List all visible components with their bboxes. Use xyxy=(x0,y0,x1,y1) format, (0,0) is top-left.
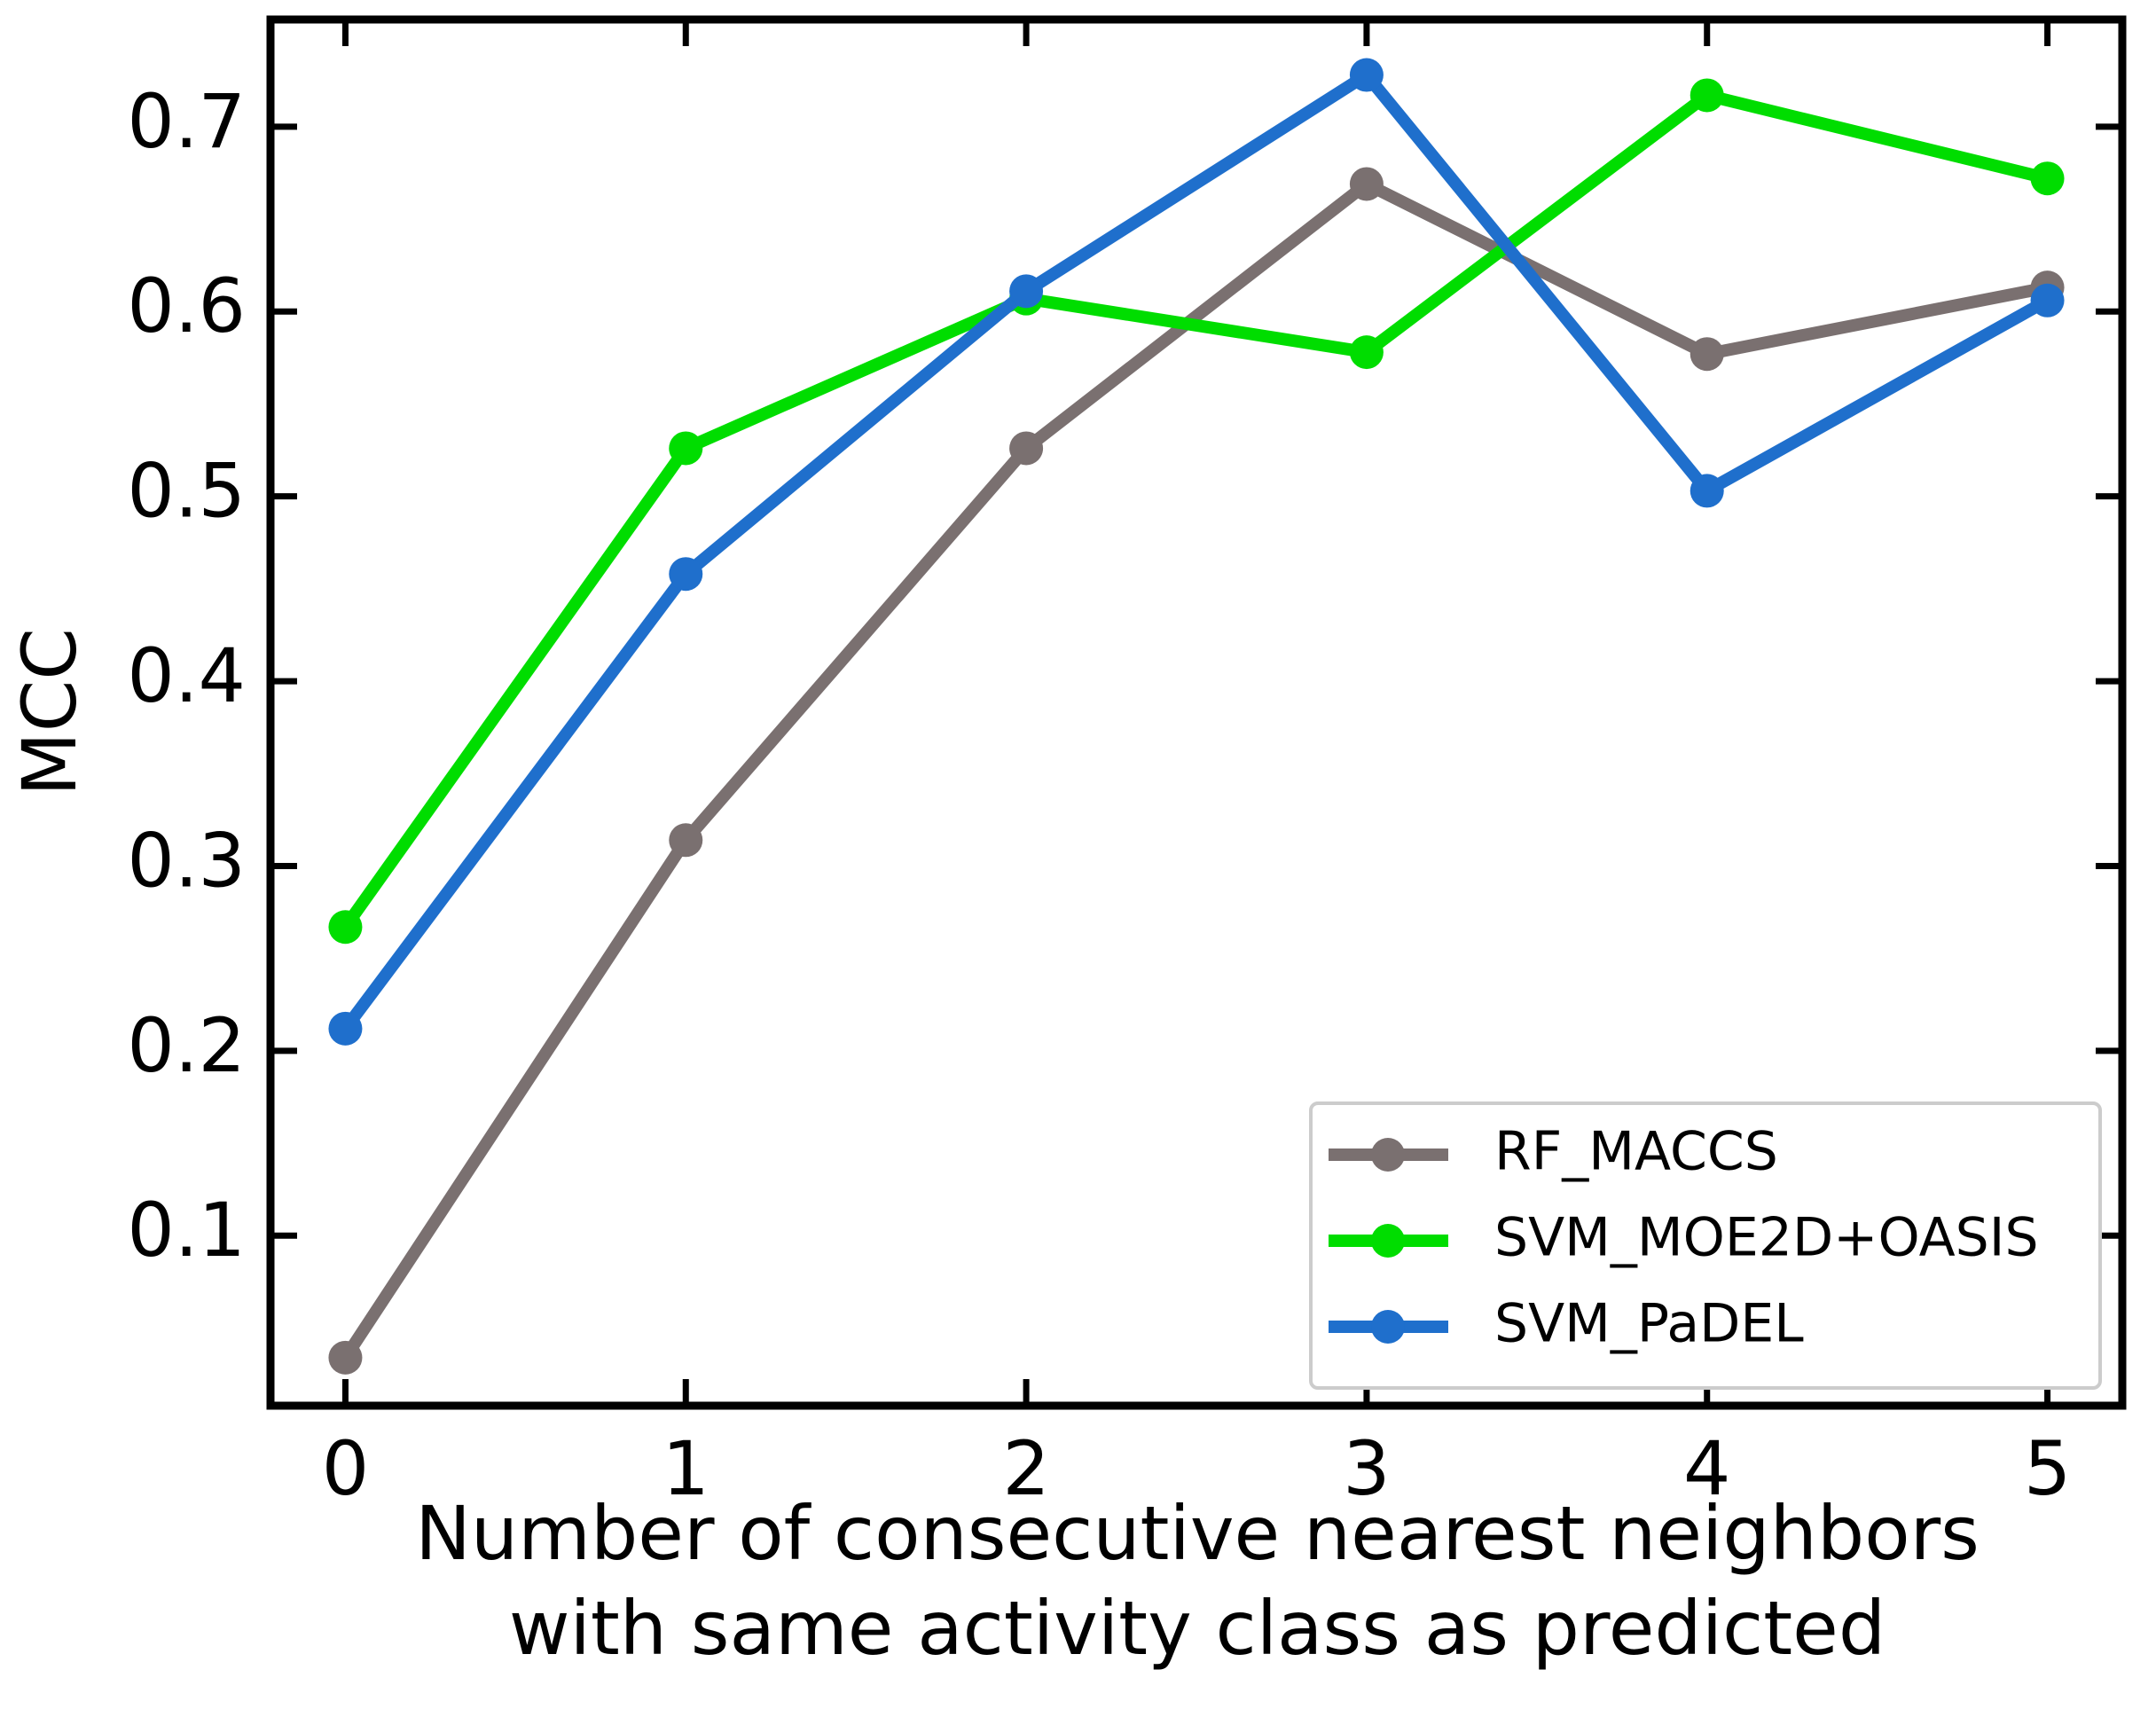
legend: RF_MACCS SVM_MOE2D+OASIS SVM_PaDEL xyxy=(1309,1101,2102,1390)
data-point xyxy=(2030,161,2065,196)
series-line xyxy=(339,89,2054,934)
y-axis-title: MCC xyxy=(6,628,93,796)
x-tick-label: 1 xyxy=(662,1425,710,1512)
data-point xyxy=(669,557,703,592)
legend-entries: RF_MACCS SVM_MOE2D+OASIS SVM_PaDEL xyxy=(1329,1121,2039,1355)
data-point xyxy=(669,823,703,858)
legend-label: SVM_MOE2D+OASIS xyxy=(1494,1207,2039,1269)
legend-label: SVM_PaDEL xyxy=(1494,1293,1804,1355)
data-point xyxy=(1009,274,1044,309)
series-line xyxy=(339,177,2054,1364)
data-point xyxy=(328,910,363,945)
x-tick-label: 2 xyxy=(1002,1425,1049,1512)
x-axis-title-line-1: Number of consecutive nearest neighbors xyxy=(415,1490,1980,1577)
data-point xyxy=(2030,283,2065,317)
data-point xyxy=(1690,474,1724,508)
y-tick-label: 0.2 xyxy=(127,1002,246,1089)
data-point xyxy=(328,1011,363,1046)
x-tick-label: 0 xyxy=(322,1425,369,1512)
x-tick-label: 3 xyxy=(1343,1425,1390,1512)
x-tick-label: 4 xyxy=(1683,1425,1730,1512)
plot-frame xyxy=(266,15,2127,1410)
series-svm-padel xyxy=(328,58,2065,1046)
y-tick-label: 0.4 xyxy=(127,632,246,719)
legend-marker xyxy=(1371,1138,1405,1172)
legend-marker xyxy=(1371,1224,1405,1258)
x-tick-label: 5 xyxy=(2024,1425,2071,1512)
legend-entry: SVM_MOE2D+OASIS xyxy=(1329,1207,2039,1269)
data-point xyxy=(1349,58,1384,92)
y-tick-label: 0.5 xyxy=(127,448,246,535)
data-point xyxy=(328,1340,363,1375)
legend-label: RF_MACCS xyxy=(1494,1121,1778,1183)
data-point xyxy=(1349,167,1384,201)
legend-marker xyxy=(1371,1310,1405,1344)
legend-entry: SVM_PaDEL xyxy=(1329,1293,1804,1355)
tick-layer xyxy=(270,20,2122,1406)
data-point xyxy=(1009,431,1044,466)
series-svm-moe2d-oasis xyxy=(328,78,2065,945)
x-axis-title-line-2: with same activity class as predicted xyxy=(509,1585,1886,1672)
data-point xyxy=(1690,78,1724,113)
y-tick-label: 0.7 xyxy=(127,78,246,165)
legend-entry: RF_MACCS xyxy=(1329,1121,1778,1183)
x-tick-labels: 0 1 2 3 4 5 xyxy=(322,1425,2072,1512)
data-point xyxy=(1690,337,1724,372)
data-point xyxy=(1349,335,1384,370)
y-tick-label: 0.1 xyxy=(127,1187,246,1274)
y-tick-label: 0.6 xyxy=(127,263,246,349)
y-tick-labels: 0.1 0.2 0.3 0.4 0.5 0.6 0.7 xyxy=(127,78,246,1274)
y-tick-label: 0.3 xyxy=(127,817,246,904)
series-line xyxy=(339,68,2054,1035)
data-point xyxy=(669,431,703,466)
series-layer xyxy=(328,58,2065,1375)
legend-box xyxy=(1309,1101,2102,1390)
